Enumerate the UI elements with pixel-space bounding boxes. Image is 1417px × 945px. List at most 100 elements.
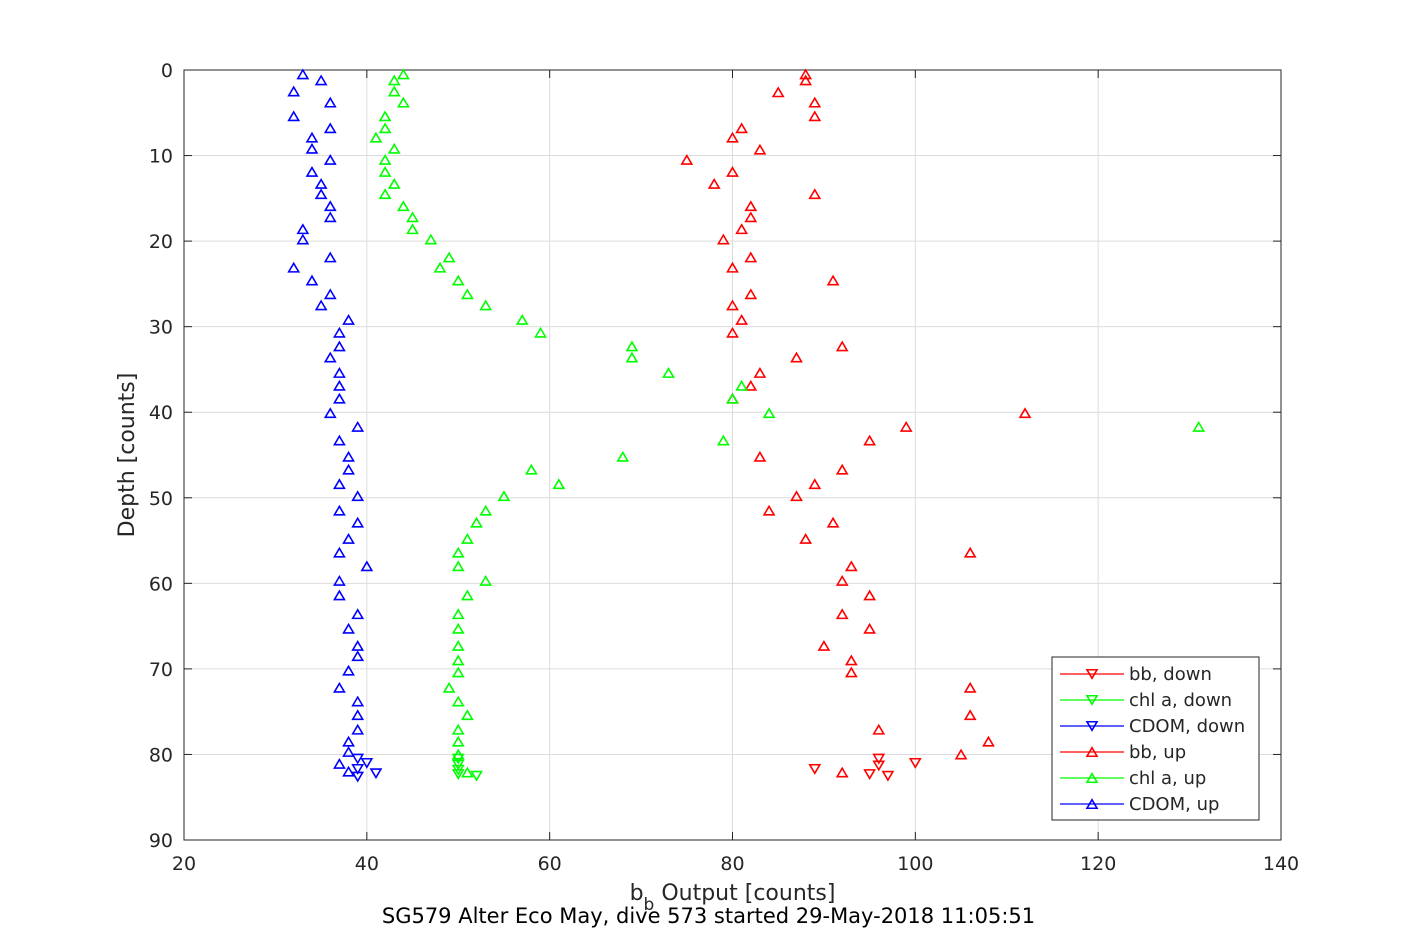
data-point: [333, 392, 346, 404]
data-point: [323, 407, 337, 419]
y-tick-label: 60: [149, 573, 173, 595]
data-point: [323, 211, 337, 223]
data-point: [433, 261, 447, 273]
data-point: [515, 313, 529, 325]
data-point: [1018, 407, 1032, 419]
data-point: [351, 723, 365, 735]
data-point: [378, 110, 392, 122]
data-point: [826, 516, 840, 528]
data-point: [351, 709, 365, 721]
data-point: [460, 709, 474, 721]
data-point: [333, 478, 346, 490]
data-point: [762, 504, 776, 516]
data-point: [351, 420, 365, 432]
data-point: [744, 288, 758, 300]
data-point: [835, 463, 849, 475]
data-point: [342, 450, 355, 462]
x-axis-label-subscript: b: [644, 895, 655, 915]
data-point: [799, 68, 813, 80]
data-point: [616, 450, 630, 462]
data-point: [762, 407, 776, 419]
data-point: [899, 420, 913, 432]
legend-label: chl a, down: [1129, 690, 1232, 711]
data-point: [342, 735, 355, 747]
data-point: [333, 758, 346, 769]
data-point: [323, 122, 337, 134]
data-point: [451, 723, 465, 735]
data-point: [333, 326, 346, 338]
data-point: [397, 68, 410, 80]
plot-caption: SG579 Alter Eco May, dive 573 started 29…: [381, 904, 1036, 928]
data-point: [387, 74, 401, 86]
data-point: [726, 165, 739, 177]
data-point: [451, 769, 465, 780]
data-point: [716, 233, 730, 245]
data-point: [442, 251, 456, 263]
data-point: [963, 709, 977, 721]
data-point: [680, 154, 694, 165]
data-point: [744, 200, 758, 212]
data-point: [287, 85, 301, 97]
data-point: [460, 589, 474, 601]
data-point: [863, 769, 877, 780]
data-point: [451, 546, 465, 558]
data-point: [872, 723, 886, 735]
data-point: [707, 177, 721, 189]
data-point: [323, 251, 337, 263]
data-point: [451, 654, 465, 666]
legend-marker: [1085, 798, 1099, 810]
x-tick-label: 100: [897, 853, 933, 875]
y-tick-label: 70: [149, 659, 173, 681]
data-point: [908, 757, 922, 769]
data-point: [378, 188, 392, 200]
data-point: [826, 274, 840, 286]
data-point: [735, 379, 749, 391]
y-tick-label: 50: [149, 488, 173, 510]
data-point: [470, 770, 483, 782]
data-point: [835, 766, 849, 778]
data-point: [808, 478, 822, 490]
data-point: [333, 434, 346, 446]
data-point: [872, 760, 886, 772]
x-tick-label: 60: [538, 853, 562, 875]
legend-box: [1051, 656, 1260, 821]
data-point: [799, 533, 813, 544]
data-point: [442, 681, 456, 693]
data-point: [406, 223, 419, 235]
data-point: [744, 251, 758, 263]
data-point: [863, 589, 877, 601]
data-point: [808, 110, 822, 122]
data-point: [369, 768, 383, 780]
data-point: [333, 504, 346, 516]
data-point: [351, 771, 365, 783]
data-point: [744, 379, 758, 391]
data-point: [305, 274, 319, 286]
data-point: [1192, 420, 1206, 432]
axis-ticks: 20 40 60 80 100 120 140 0 10 20 30 40 50 60 70 80 90: [149, 60, 1299, 875]
data-point: [323, 288, 337, 300]
data-point: [323, 154, 337, 165]
data-point: [790, 351, 803, 363]
data-point: [479, 299, 493, 311]
data-point: [351, 490, 365, 502]
data-point: [954, 748, 968, 760]
x-axis-label-main: b: [630, 881, 644, 906]
y-tick-label: 90: [149, 830, 173, 852]
data-point: [808, 763, 822, 775]
data-point: [552, 478, 566, 490]
data-point: [460, 533, 474, 544]
data-point: [799, 74, 813, 86]
data-point: [296, 223, 310, 235]
data-point: [808, 96, 822, 108]
data-point: [387, 177, 401, 189]
data-point: [460, 766, 474, 778]
legend-marker: [1085, 720, 1099, 732]
x-tick-label: 80: [720, 853, 744, 875]
data-point: [844, 560, 858, 572]
data-point: [342, 746, 355, 757]
data-point: [726, 131, 739, 143]
data-point: [982, 735, 995, 747]
data-point: [844, 654, 858, 666]
data-point: [351, 608, 365, 620]
